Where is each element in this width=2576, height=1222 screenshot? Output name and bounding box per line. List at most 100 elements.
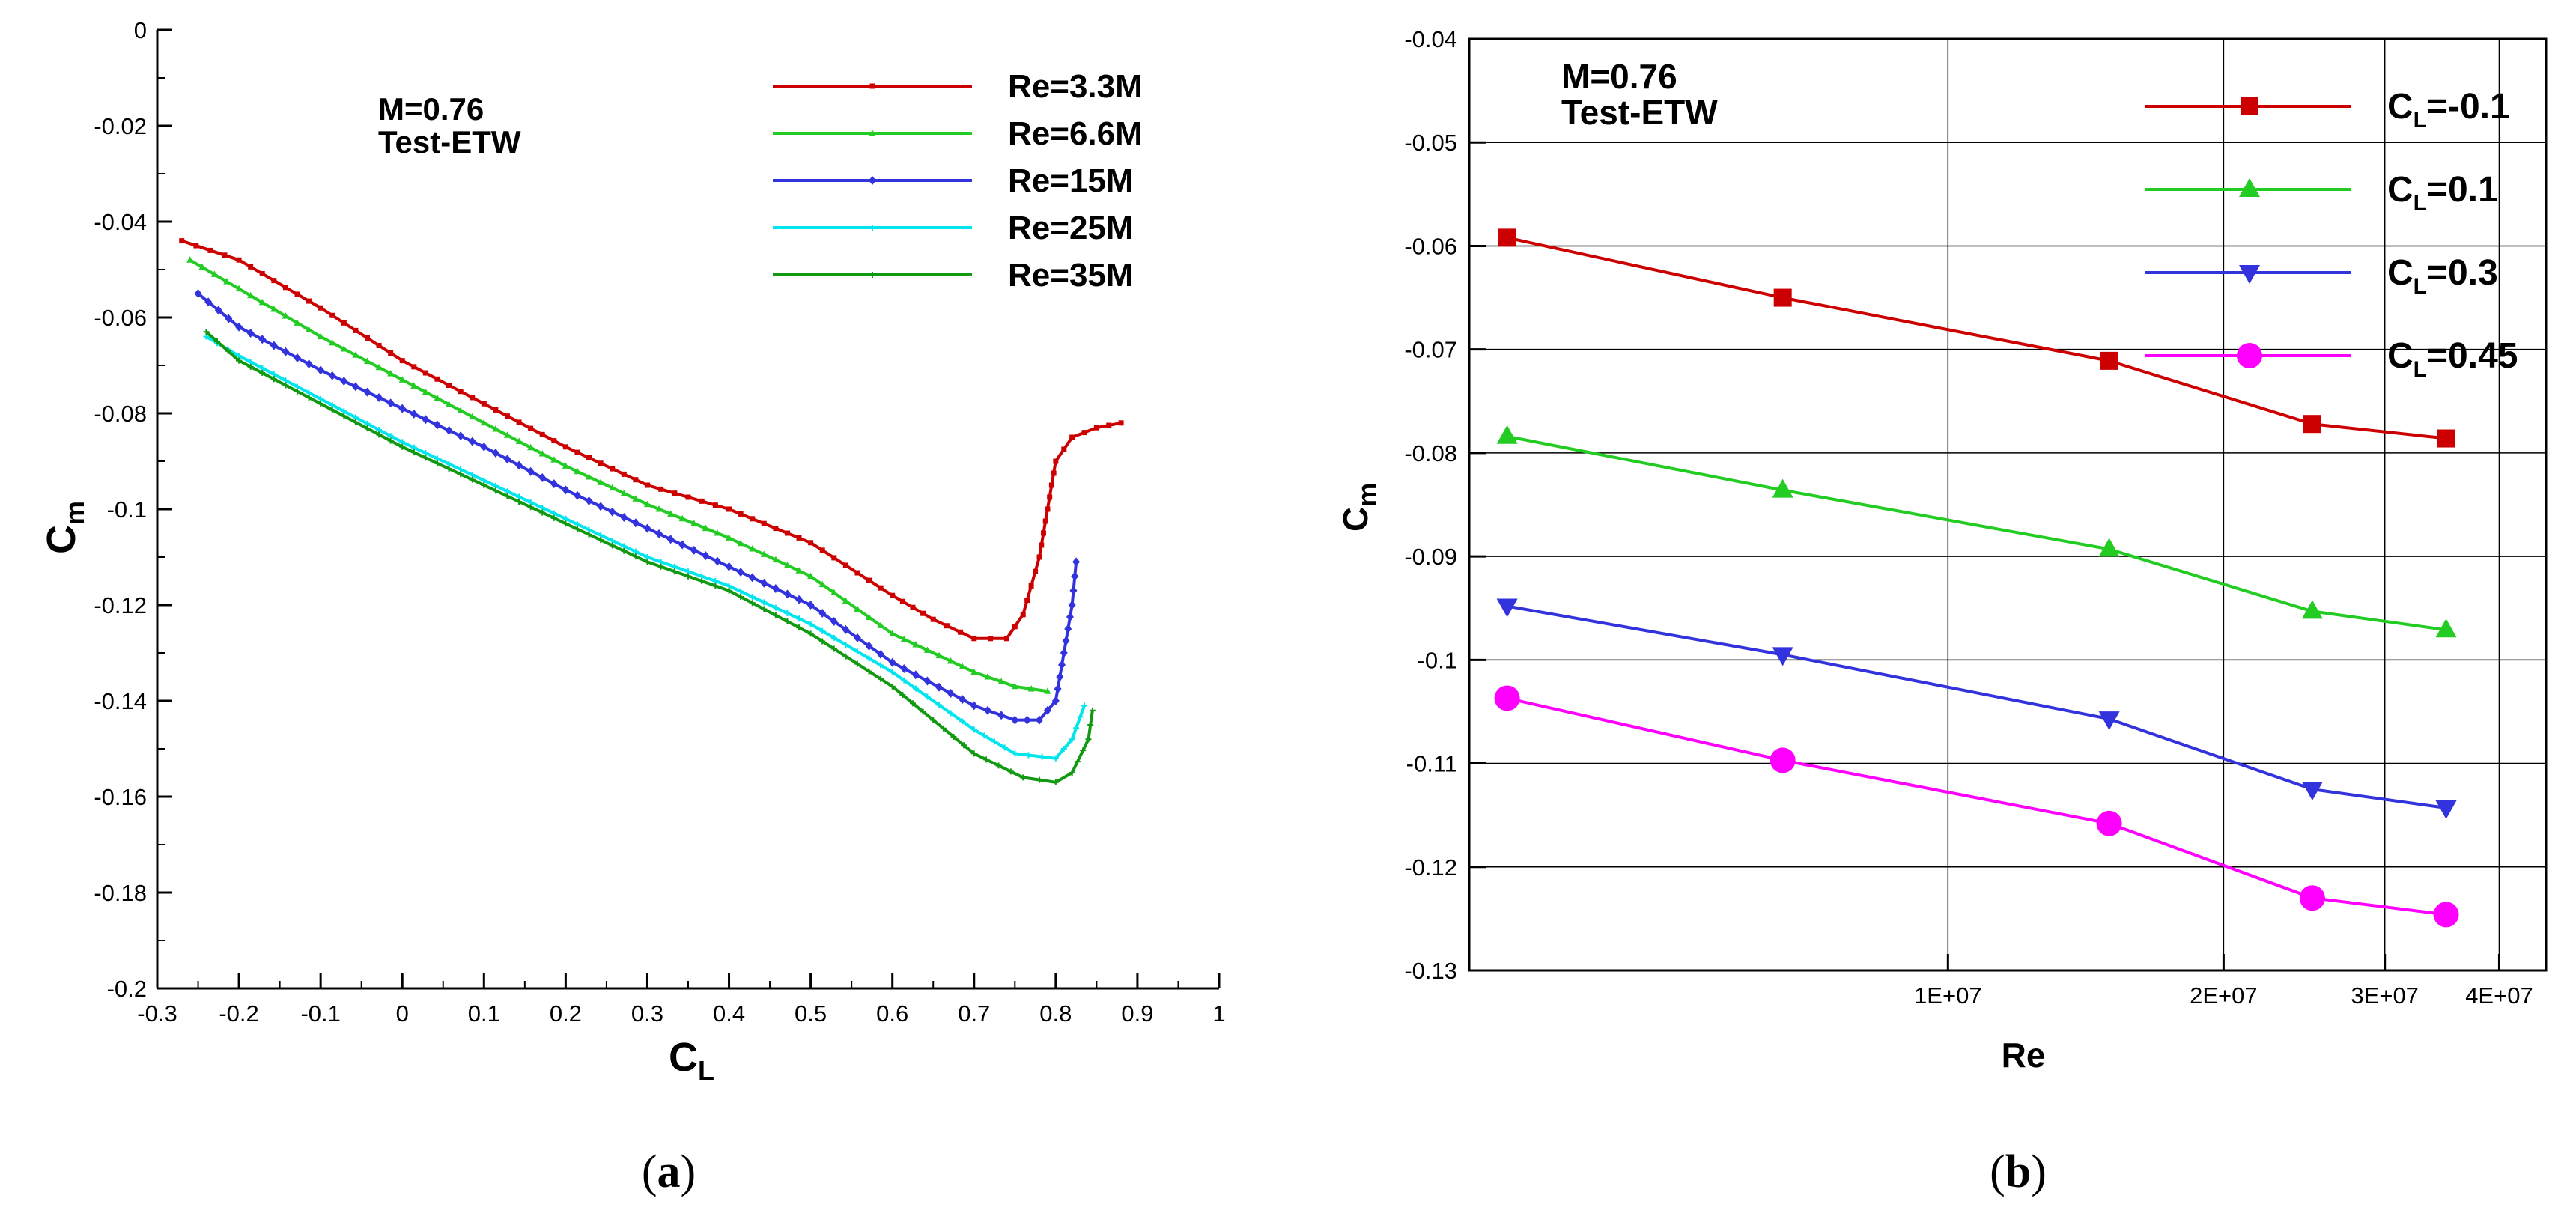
chart-panel-b: -0.04 -0.05 -0.06 -0.07 -0.08 -0.09 -0.1 -0.11 -… <box>1336 26 2548 1197</box>
data-point <box>457 407 464 413</box>
data-point <box>1042 518 1048 524</box>
data-point <box>551 438 557 444</box>
data-point <box>504 413 510 419</box>
data-point <box>481 401 487 407</box>
data-point <box>655 529 663 538</box>
legend-label-tail: =-0.1 <box>2427 87 2510 127</box>
data-point <box>796 535 802 541</box>
data-point <box>995 762 1002 769</box>
data-point <box>341 320 347 326</box>
series-line <box>205 330 1094 784</box>
data-point <box>920 610 926 616</box>
legend-label-main: C <box>2387 336 2414 376</box>
data-point <box>353 327 359 333</box>
data-point <box>643 523 651 533</box>
data-point <box>223 278 231 285</box>
data-point <box>761 599 768 606</box>
data-point <box>671 568 678 575</box>
data-point <box>1043 705 1051 715</box>
x-tick-label: 0 <box>396 1000 409 1027</box>
y-tick-label: -0.06 <box>94 305 147 331</box>
data-point <box>1060 648 1068 657</box>
series-line <box>1507 434 2446 632</box>
legend-marker <box>2239 265 2260 284</box>
data-point <box>399 443 406 450</box>
y-tick-label: -0.07 <box>1404 337 1457 363</box>
data-point <box>761 520 767 526</box>
legend-label-tail: =0.45 <box>2427 336 2518 376</box>
data-point <box>890 592 896 598</box>
legend-label-sub: L <box>2414 108 2427 133</box>
data-point <box>620 489 628 496</box>
data-point <box>991 738 998 745</box>
data-point <box>958 629 964 635</box>
data-point <box>854 648 860 655</box>
data-point <box>1054 684 1062 693</box>
y-tick-label: -0.04 <box>1404 26 1457 52</box>
legend-marker <box>869 225 875 231</box>
legend-label: Re=6.6M <box>1008 115 1143 152</box>
data-point <box>294 319 301 326</box>
data-point <box>818 580 826 588</box>
annotation-line: Test-ETW <box>378 124 521 159</box>
chart-panel-a: -0.3 -0.2 -0.1 0 0.1 0.2 0.3 0.4 0.5 0.6 0.7 0.8 0.9… <box>39 17 1226 1197</box>
data-point <box>760 578 768 588</box>
data-point <box>1773 288 1792 307</box>
legend-label: CL=0.1 <box>2387 170 2498 216</box>
plot-frame <box>1468 37 2548 972</box>
y-tick-label: -0.16 <box>94 784 147 810</box>
data-point <box>433 420 441 430</box>
data-point <box>193 243 199 249</box>
data-point <box>702 524 709 532</box>
data-point <box>1496 425 1518 444</box>
data-point <box>247 291 255 299</box>
data-point <box>702 551 710 561</box>
y-tick-label: -0.11 <box>1406 751 1457 777</box>
data-point <box>1080 747 1087 754</box>
data-point <box>831 555 837 561</box>
data-point <box>940 725 947 732</box>
data-point <box>749 600 756 607</box>
data-point <box>1044 687 1051 694</box>
data-point <box>1051 696 1060 705</box>
data-point <box>900 664 908 674</box>
data-point <box>712 583 719 589</box>
data-point <box>318 305 323 311</box>
data-point <box>842 624 850 634</box>
legend-label: CL=0.45 <box>2387 336 2518 382</box>
legend-marker <box>869 272 875 278</box>
data-point <box>854 570 860 576</box>
data-point <box>1106 422 1112 428</box>
data-point <box>258 298 266 306</box>
data-point <box>198 263 206 270</box>
data-point <box>194 289 202 298</box>
data-point <box>597 478 604 485</box>
data-point <box>1118 420 1124 426</box>
data-point <box>726 587 732 594</box>
y-tick-label: -0.05 <box>1404 130 1457 156</box>
data-point <box>889 630 896 636</box>
data-point <box>410 382 418 389</box>
data-point <box>562 485 570 495</box>
data-point <box>585 496 593 506</box>
data-point <box>984 673 991 680</box>
y-tick-label: 0 <box>134 17 147 43</box>
data-point <box>909 700 916 707</box>
data-point <box>294 291 300 297</box>
series-cl-045 <box>1494 685 2459 928</box>
y-tick-label: -0.12 <box>1404 854 1457 881</box>
data-point <box>1069 770 1075 776</box>
data-point <box>293 353 301 362</box>
data-point <box>981 732 988 739</box>
y-axis-title: Cm <box>1336 483 1382 532</box>
data-point <box>749 594 756 601</box>
data-point <box>631 518 640 528</box>
data-point <box>469 476 476 483</box>
data-point <box>1060 746 1067 752</box>
data-point <box>819 547 825 553</box>
data-point <box>712 502 718 508</box>
data-point <box>866 577 872 583</box>
data-point <box>527 443 535 451</box>
x-axis-title: Re <box>2002 1036 2046 1074</box>
data-point <box>492 487 499 494</box>
